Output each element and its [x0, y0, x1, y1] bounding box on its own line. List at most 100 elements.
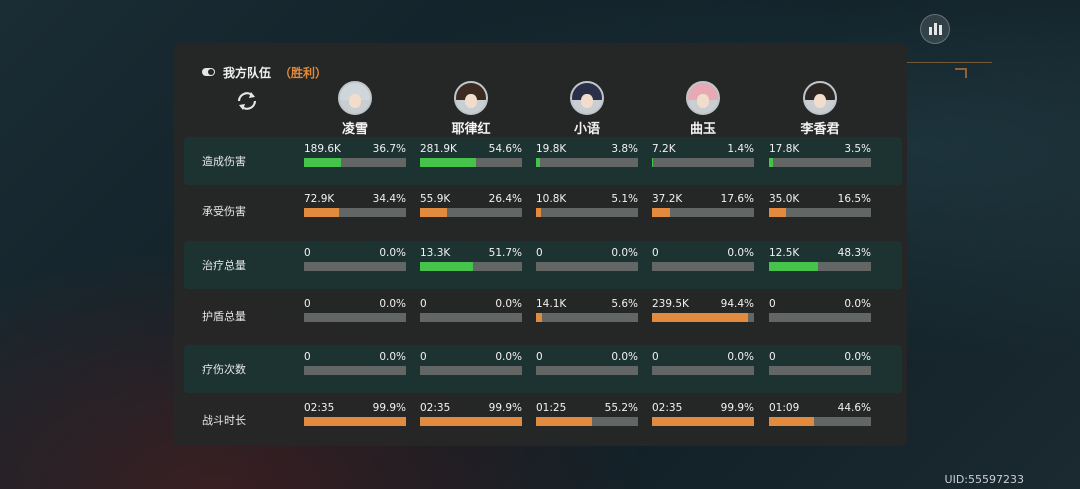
stat-bar: [304, 417, 406, 426]
stat-value: 17.8K: [769, 143, 800, 155]
stat-cell: 14.1K 5.6%: [536, 298, 638, 328]
stat-percent: 0.0%: [379, 247, 406, 259]
stat-percent: 0.0%: [379, 351, 406, 363]
stat-value: 0: [652, 247, 659, 259]
stat-bar-fill: [536, 158, 540, 167]
stat-cell: 02:35 99.9%: [420, 402, 522, 432]
avatar-hair: [456, 83, 486, 100]
stat-percent: 5.1%: [611, 193, 638, 205]
stat-bar-fill: [536, 313, 542, 322]
stat-bar: [769, 158, 871, 167]
stat-percent: 99.9%: [720, 402, 754, 414]
stat-value: 0: [536, 247, 543, 259]
stat-percent: 26.4%: [488, 193, 522, 205]
stat-value: 7.2K: [652, 143, 676, 155]
character-avatar: [570, 81, 604, 115]
stat-bar-fill: [420, 208, 447, 217]
stat-cell: 0 0.0%: [536, 351, 638, 381]
stat-value: 55.9K: [420, 193, 451, 205]
stat-bar-fill: [420, 417, 522, 426]
stat-bar-fill: [769, 208, 786, 217]
stat-bar: [420, 417, 522, 426]
stat-bar: [536, 262, 638, 271]
character-2: 耶律红: [421, 81, 521, 137]
stat-percent: 44.6%: [837, 402, 871, 414]
bar-chart-icon[interactable]: [920, 14, 950, 44]
stat-cell: 19.8K 3.8%: [536, 143, 638, 173]
team-header: 我方队伍 （胜利）: [202, 64, 327, 80]
stat-label: 治疗总量: [202, 259, 246, 272]
stat-percent: 0.0%: [611, 351, 638, 363]
character-avatar: [803, 81, 837, 115]
stat-bar-fill: [769, 158, 773, 167]
stat-row: 治疗总量 0 0.0% 13.3K 51.7% 0 0.0% 0 0.0% 12.5K 48.3%: [184, 241, 902, 289]
avatar-face: [814, 94, 826, 108]
stat-percent: 94.4%: [720, 298, 754, 310]
stat-cell: 12.5K 48.3%: [769, 247, 871, 277]
battle-stats-panel: 我方队伍 （胜利） 凌雪 耶律红 小语 曲玉 李香君 造成伤害 189.6K 36.7% 28…: [174, 43, 907, 446]
stat-bar: [420, 208, 522, 217]
stat-row: 战斗时长 02:35 99.9% 02:35 99.9% 01:25 55.2% 02:35 9…: [184, 396, 902, 444]
stat-percent: 0.0%: [611, 247, 638, 259]
stat-label: 承受伤害: [202, 205, 246, 218]
stat-bar-fill: [769, 417, 815, 426]
stat-cell: 0 0.0%: [304, 351, 406, 381]
stat-bar: [652, 417, 754, 426]
stat-value: 0: [652, 351, 659, 363]
decorative-line: [900, 62, 992, 63]
stat-bar: [536, 313, 638, 322]
stat-value: 37.2K: [652, 193, 683, 205]
character-name: 曲玉: [689, 122, 716, 137]
stat-percent: 5.6%: [611, 298, 638, 310]
stat-bar-fill: [652, 208, 670, 217]
stat-cell: 0 0.0%: [420, 298, 522, 328]
stat-bar: [420, 262, 522, 271]
stat-value: 0: [769, 298, 776, 310]
stat-value: 01:25: [536, 402, 567, 414]
stat-bar: [420, 313, 522, 322]
stat-value: 0: [420, 298, 427, 310]
stat-bar: [652, 208, 754, 217]
avatar-hair: [688, 83, 718, 100]
character-name: 李香君: [800, 122, 840, 137]
character-name: 小语: [573, 122, 600, 137]
stat-value: 02:35: [304, 402, 335, 414]
character-3: 小语: [537, 81, 637, 137]
stat-percent: 17.6%: [720, 193, 754, 205]
stat-percent: 51.7%: [488, 247, 522, 259]
stat-row: 承受伤害 72.9K 34.4% 55.9K 26.4% 10.8K 5.1% 37.2K 17…: [184, 187, 902, 235]
stat-cell: 01:09 44.6%: [769, 402, 871, 432]
stat-bar-fill: [304, 417, 406, 426]
stat-cell: 10.8K 5.1%: [536, 193, 638, 223]
stat-percent: 54.6%: [488, 143, 522, 155]
stat-cell: 02:35 99.9%: [304, 402, 406, 432]
stat-percent: 0.0%: [844, 351, 871, 363]
stat-percent: 3.5%: [844, 143, 871, 155]
stat-bar-fill: [304, 158, 342, 167]
stat-cell: 35.0K 16.5%: [769, 193, 871, 223]
stat-value: 239.5K: [652, 298, 689, 310]
stat-bar: [304, 366, 406, 375]
stat-cell: 0 0.0%: [420, 351, 522, 381]
refresh-icon[interactable]: [234, 90, 260, 112]
stat-bar: [304, 208, 406, 217]
avatar-hair: [805, 83, 835, 100]
stat-value: 13.3K: [420, 247, 451, 259]
stat-bar-fill: [536, 208, 542, 217]
stat-value: 72.9K: [304, 193, 335, 205]
bar-chart-icon-bar: [938, 25, 942, 35]
character-1: 凌雪: [305, 81, 405, 137]
toggle-icon[interactable]: [202, 68, 215, 76]
stat-bar-fill: [420, 262, 473, 271]
stat-percent: 0.0%: [844, 298, 871, 310]
avatar-hair: [340, 83, 370, 100]
stat-bar-fill: [652, 313, 749, 322]
stat-bar: [304, 262, 406, 271]
stat-cell: 17.8K 3.5%: [769, 143, 871, 173]
character-name: 耶律红: [451, 122, 491, 137]
stat-cell: 281.9K 54.6%: [420, 143, 522, 173]
avatar-face: [349, 94, 361, 108]
stat-cell: 0 0.0%: [536, 247, 638, 277]
stat-value: 02:35: [652, 402, 683, 414]
stat-bar: [304, 313, 406, 322]
